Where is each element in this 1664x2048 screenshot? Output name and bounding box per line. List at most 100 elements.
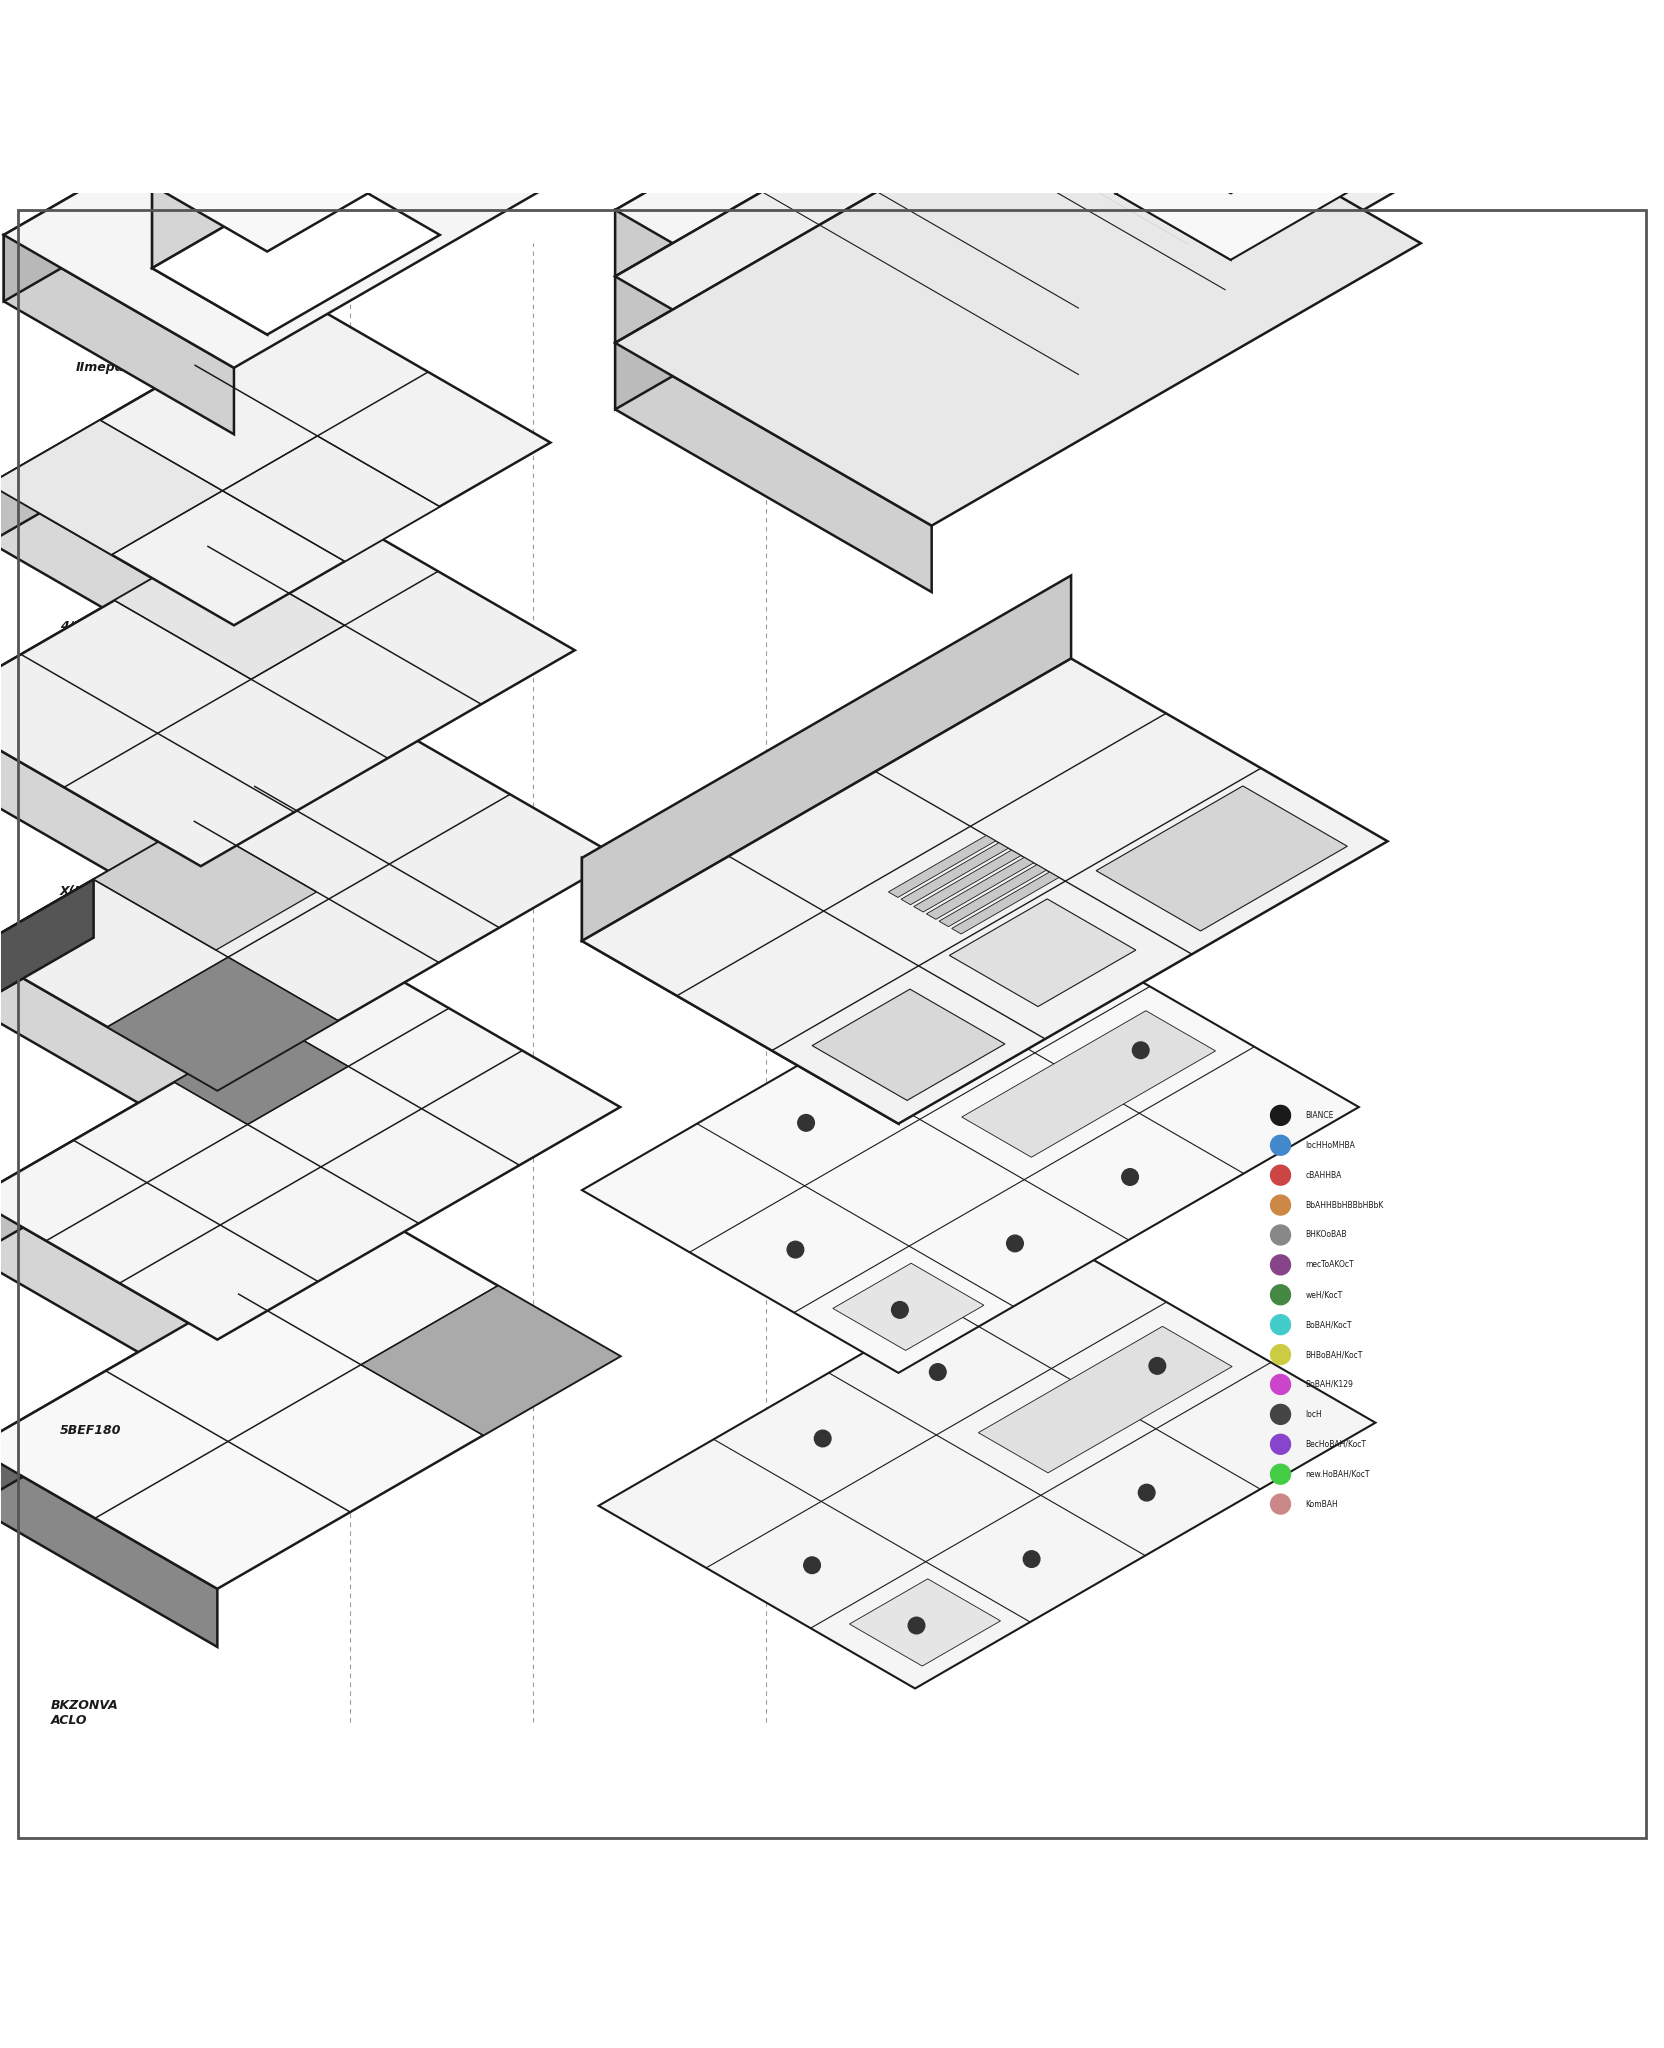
Polygon shape	[927, 858, 1033, 920]
Polygon shape	[616, 0, 1421, 459]
Text: 5BEF180: 5BEF180	[60, 1425, 121, 1438]
Text: 4/BeBO
olngoer): 4/BeBO olngoer)	[60, 621, 120, 647]
Polygon shape	[93, 821, 316, 950]
Polygon shape	[582, 575, 1072, 940]
Polygon shape	[0, 301, 306, 543]
Polygon shape	[952, 872, 1058, 934]
Circle shape	[1271, 1405, 1291, 1423]
Polygon shape	[3, 51, 551, 369]
Polygon shape	[616, 0, 1105, 276]
Circle shape	[1271, 1374, 1291, 1395]
Circle shape	[814, 1430, 830, 1446]
Text: BoBAH/K129: BoBAH/K129	[1306, 1380, 1353, 1389]
Polygon shape	[616, 342, 932, 592]
Text: KomBAH: KomBAH	[1306, 1499, 1338, 1509]
Polygon shape	[0, 879, 93, 1008]
Polygon shape	[582, 924, 1359, 1372]
Circle shape	[909, 1618, 925, 1634]
Polygon shape	[889, 836, 995, 897]
Circle shape	[787, 1241, 804, 1257]
Polygon shape	[849, 1579, 1000, 1667]
Polygon shape	[0, 420, 223, 555]
Polygon shape	[616, 61, 1421, 526]
Polygon shape	[0, 967, 621, 1339]
Circle shape	[1271, 1434, 1291, 1454]
Polygon shape	[0, 492, 301, 766]
Polygon shape	[962, 1012, 1215, 1157]
Circle shape	[1271, 1225, 1291, 1245]
Circle shape	[1271, 1196, 1291, 1214]
Circle shape	[1150, 1358, 1166, 1374]
Polygon shape	[151, 184, 268, 334]
Polygon shape	[599, 1239, 1376, 1688]
Polygon shape	[3, 51, 319, 301]
Text: BoBAH/KocT: BoBAH/KocT	[1306, 1321, 1351, 1329]
Text: JOBuHHO: JOBuHHO	[60, 1159, 125, 1171]
Polygon shape	[616, 0, 1421, 393]
Circle shape	[1271, 1315, 1291, 1335]
Polygon shape	[0, 301, 551, 625]
Text: X(N90
cobojeo): X(N90 cobojeo)	[60, 885, 120, 913]
Circle shape	[914, 1049, 930, 1065]
Polygon shape	[582, 659, 1388, 1124]
Polygon shape	[0, 948, 218, 1149]
Polygon shape	[151, 86, 324, 268]
Polygon shape	[0, 1198, 218, 1399]
Polygon shape	[938, 864, 1047, 926]
Circle shape	[1271, 1346, 1291, 1364]
Polygon shape	[1115, 27, 1288, 193]
Text: BlANCE: BlANCE	[1306, 1110, 1335, 1120]
Polygon shape	[978, 1327, 1231, 1473]
Polygon shape	[175, 1024, 348, 1124]
Circle shape	[1271, 1255, 1291, 1274]
Polygon shape	[151, 86, 439, 252]
Text: locHHoMHBA: locHHoMHBA	[1306, 1141, 1354, 1149]
Polygon shape	[0, 483, 235, 684]
Polygon shape	[223, 436, 439, 561]
Polygon shape	[914, 850, 1022, 911]
Text: IImepde: IImepde	[77, 360, 133, 375]
Polygon shape	[950, 899, 1137, 1006]
Circle shape	[804, 1556, 820, 1573]
Polygon shape	[361, 1286, 621, 1436]
Text: BKZONVA
ACLO: BKZONVA ACLO	[52, 1700, 118, 1726]
Polygon shape	[834, 1264, 983, 1350]
Polygon shape	[1115, 94, 1403, 260]
Text: locH: locH	[1306, 1409, 1323, 1419]
Text: new.HoBAH/KocT: new.HoBAH/KocT	[1306, 1470, 1369, 1479]
Polygon shape	[812, 989, 1005, 1100]
Polygon shape	[0, 709, 201, 924]
Polygon shape	[0, 1448, 218, 1647]
Circle shape	[1271, 1464, 1291, 1485]
Polygon shape	[1115, 27, 1403, 193]
Circle shape	[1271, 1106, 1291, 1124]
Polygon shape	[3, 236, 235, 434]
Text: BHBoBAH/KocT: BHBoBAH/KocT	[1306, 1350, 1363, 1360]
Circle shape	[1133, 1042, 1150, 1059]
Polygon shape	[582, 858, 899, 1124]
Text: mecToAKOcT: mecToAKOcT	[1306, 1260, 1354, 1270]
Polygon shape	[900, 844, 1008, 905]
Text: cBAHHBA: cBAHHBA	[1306, 1171, 1341, 1180]
Circle shape	[1023, 1550, 1040, 1567]
Polygon shape	[151, 168, 439, 334]
Polygon shape	[0, 1214, 621, 1589]
Polygon shape	[0, 492, 574, 866]
Polygon shape	[0, 717, 621, 1090]
Polygon shape	[1115, 127, 1231, 260]
Circle shape	[1122, 1169, 1138, 1186]
Polygon shape	[0, 1214, 376, 1505]
Polygon shape	[0, 717, 376, 1008]
Polygon shape	[1097, 786, 1348, 932]
Polygon shape	[616, 61, 1105, 410]
Polygon shape	[106, 956, 338, 1090]
Text: BbAHHBbHBBbHBbK: BbAHHBbHBBbHBbK	[1306, 1200, 1384, 1210]
Polygon shape	[616, 276, 932, 526]
Circle shape	[797, 1114, 814, 1130]
Circle shape	[1271, 1165, 1291, 1186]
Circle shape	[892, 1303, 909, 1319]
Circle shape	[1007, 1235, 1023, 1251]
Circle shape	[1271, 1284, 1291, 1305]
Circle shape	[930, 1364, 947, 1380]
Circle shape	[1271, 1135, 1291, 1155]
